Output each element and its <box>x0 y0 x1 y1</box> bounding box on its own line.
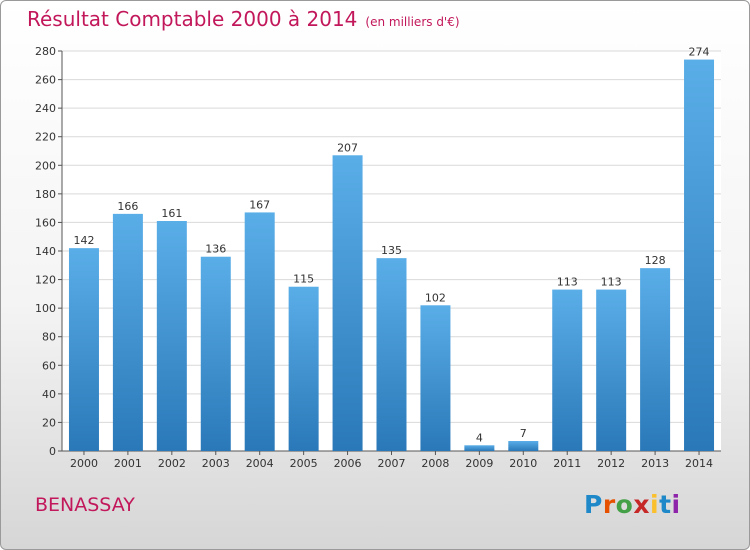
x-tick-label: 2000 <box>70 457 98 470</box>
bar <box>684 59 715 451</box>
y-tick-label: 120 <box>35 274 56 287</box>
bar <box>112 213 143 451</box>
y-tick-label: 200 <box>35 159 56 172</box>
bar <box>376 258 407 451</box>
bar <box>68 248 99 451</box>
x-tick-label: 2005 <box>290 457 318 470</box>
logo-letter: i <box>671 490 681 519</box>
bar-value-label: 136 <box>205 243 226 256</box>
bar <box>640 268 671 451</box>
x-tick-label: 2004 <box>246 457 274 470</box>
bar-value-label: 166 <box>117 200 138 213</box>
x-tick-label: 2001 <box>114 457 142 470</box>
chart-title: Résultat Comptable 2000 à 2014 (en millie… <box>27 7 460 31</box>
y-tick-label: 80 <box>42 331 56 344</box>
bar-value-label: 207 <box>337 141 358 154</box>
y-tick-label: 160 <box>35 216 56 229</box>
chart-subtitle: (en milliers d'€) <box>365 15 460 29</box>
bar <box>200 256 231 451</box>
x-tick-label: 2010 <box>509 457 537 470</box>
y-tick-label: 180 <box>35 188 56 201</box>
bar <box>332 155 363 452</box>
y-tick-label: 240 <box>35 102 56 115</box>
y-tick-label: 40 <box>42 388 56 401</box>
bar <box>508 441 539 451</box>
y-tick-label: 0 <box>49 445 56 458</box>
x-tick-label: 2009 <box>465 457 493 470</box>
bar-value-label: 7 <box>520 427 527 440</box>
bar-value-label: 161 <box>161 207 182 220</box>
x-tick-label: 2007 <box>378 457 406 470</box>
bar-value-label: 113 <box>601 276 622 289</box>
place-name: BENASSAY <box>35 494 135 516</box>
bar-value-label: 113 <box>557 276 578 289</box>
y-tick-label: 20 <box>42 416 56 429</box>
logo-letter: r <box>602 490 616 519</box>
x-tick-label: 2014 <box>685 457 713 470</box>
bar-value-label: 102 <box>425 291 446 304</box>
bar-value-label: 115 <box>293 273 314 286</box>
chart-title-text: Résultat Comptable 2000 à 2014 <box>27 7 358 31</box>
proxiti-logo[interactable]: Proxiti <box>584 490 681 519</box>
bar <box>552 289 583 451</box>
x-tick-label: 2011 <box>553 457 581 470</box>
bar-value-label: 167 <box>249 198 270 211</box>
bar <box>596 289 627 451</box>
logo-letter: x <box>633 490 650 519</box>
bar-value-label: 142 <box>73 234 94 247</box>
y-tick-label: 100 <box>35 302 56 315</box>
y-tick-label: 260 <box>35 74 56 87</box>
y-tick-label: 220 <box>35 131 56 144</box>
x-tick-label: 2003 <box>202 457 230 470</box>
x-tick-label: 2013 <box>641 457 669 470</box>
y-tick-label: 280 <box>35 45 56 58</box>
bar <box>288 286 319 451</box>
x-tick-label: 2008 <box>421 457 449 470</box>
logo-letter: o <box>615 490 634 519</box>
logo-letter: t <box>659 490 672 519</box>
bar <box>420 305 451 451</box>
y-tick-label: 60 <box>42 359 56 372</box>
bar-value-label: 135 <box>381 244 402 257</box>
logo-letter: P <box>584 490 603 519</box>
bar <box>156 221 187 451</box>
x-tick-label: 2006 <box>334 457 362 470</box>
x-tick-label: 2002 <box>158 457 186 470</box>
bar <box>464 445 495 451</box>
bar-value-label: 274 <box>689 46 710 59</box>
y-tick-label: 140 <box>35 245 56 258</box>
x-tick-label: 2012 <box>597 457 625 470</box>
bar <box>244 212 275 451</box>
bar-value-label: 4 <box>476 431 483 444</box>
logo-letter: i <box>650 490 660 519</box>
bar-value-label: 128 <box>645 254 666 267</box>
